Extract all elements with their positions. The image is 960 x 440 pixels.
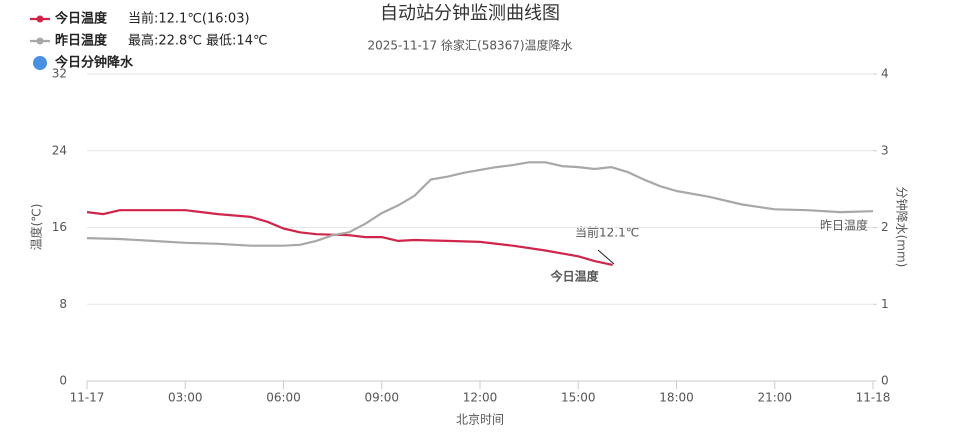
y2-tick-label: 2 — [881, 220, 889, 234]
series-end-label: 今日温度 — [550, 268, 600, 283]
chart-subtitle: 2025-11-17 徐家汇(58367)温度降水 — [367, 38, 572, 53]
annotation-leader — [597, 249, 615, 265]
x-tick-label: 18:00 — [659, 391, 694, 405]
y-tick-label: 16 — [52, 220, 67, 234]
x-tick-label: 21:00 — [757, 391, 792, 405]
y-tick-label: 0 — [59, 374, 67, 388]
legend-label[interactable]: 昨日温度 — [55, 33, 108, 49]
legend-symbol — [33, 56, 47, 70]
chart-title: 自动站分钟监测曲线图 — [380, 3, 560, 24]
y2-tick-label: 4 — [881, 67, 889, 81]
y-tick-label: 8 — [59, 297, 67, 311]
legend-label[interactable]: 今日分钟降水 — [54, 55, 134, 71]
legend-label[interactable]: 今日温度 — [54, 11, 108, 27]
series-line — [86, 209, 613, 266]
y-tick-label: 32 — [52, 67, 67, 81]
series-end-label: 昨日温度 — [820, 218, 868, 233]
x-tick-label: 15:00 — [561, 391, 596, 405]
y2-tick-label: 0 — [881, 374, 889, 388]
legend-symbol — [36, 37, 44, 45]
x-tick-label: 11-17 — [70, 391, 105, 405]
extreme-info: 最高:22.8℃ 最低:14℃ — [128, 33, 268, 49]
current-info: 当前:12.1℃(16:03) — [128, 11, 250, 27]
y2-tick-label: 3 — [881, 143, 889, 157]
x-axis-label: 北京时间 — [456, 413, 504, 427]
current-annotation: 当前12.1℃ — [575, 225, 639, 240]
series-line — [86, 161, 874, 247]
x-tick-label: 12:00 — [463, 391, 498, 405]
y2-tick-label: 1 — [881, 297, 889, 311]
y-axis-label: 温度(℃) — [29, 204, 44, 251]
legend-symbol — [36, 15, 44, 23]
x-tick-label: 11-18 — [856, 391, 891, 405]
x-tick-label: 09:00 — [364, 391, 399, 405]
y2-axis-label: 分钟降水(mm) — [895, 187, 910, 268]
x-tick-label: 06:00 — [266, 391, 301, 405]
y-tick-label: 24 — [52, 143, 67, 157]
x-tick-label: 03:00 — [168, 391, 203, 405]
